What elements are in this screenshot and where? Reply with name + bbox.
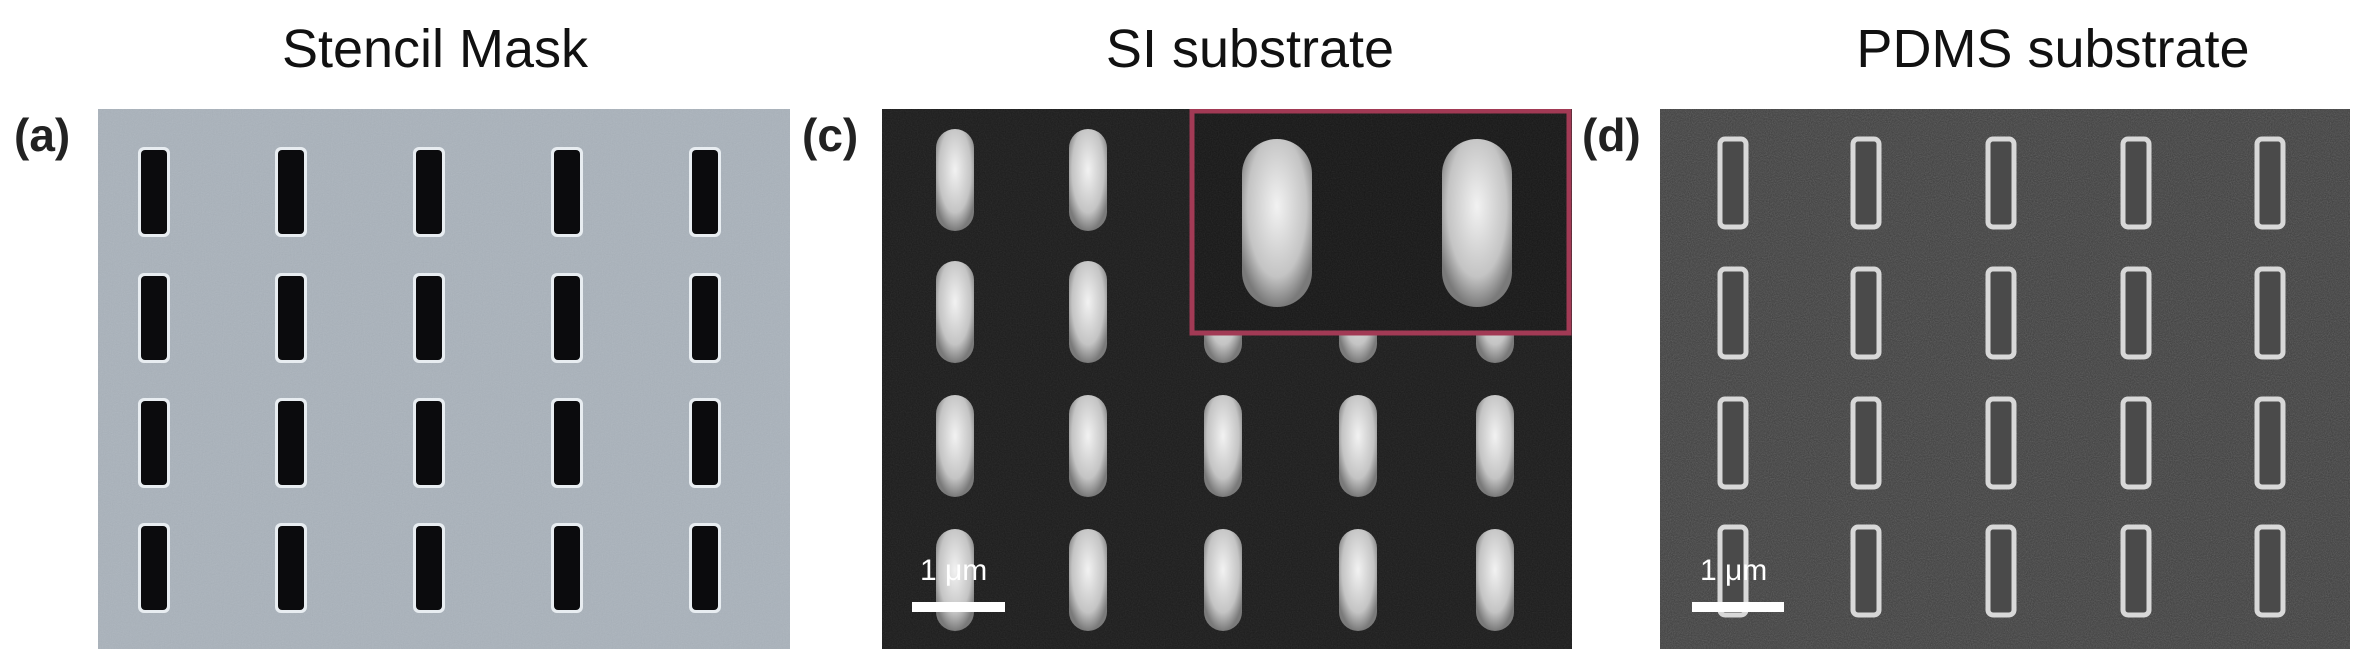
pdms-feature: [2120, 524, 2152, 618]
si-feature: [1069, 529, 1107, 631]
zoom-inset: [1189, 109, 1572, 336]
panel-label-a: (a): [14, 109, 71, 161]
si-feature: [1204, 395, 1242, 497]
stencil-hole: [413, 147, 445, 237]
stencil-hole: [689, 398, 721, 488]
pdms-feature: [2254, 524, 2286, 618]
panel-a-stencil-mask-image: [98, 109, 790, 649]
stencil-hole: [275, 147, 307, 237]
title-stencil-mask: Stencil Mask: [281, 19, 589, 79]
pdms-feature: [1850, 524, 1882, 618]
pdms-feature: [1985, 524, 2017, 618]
stencil-hole: [551, 523, 583, 613]
si-feature: [1339, 529, 1377, 631]
pdms-feature: [1985, 136, 2017, 230]
pdms-feature: [1717, 524, 1749, 618]
si-feature: [1069, 261, 1107, 363]
stencil-hole: [689, 523, 721, 613]
pdms-feature: [2120, 396, 2152, 490]
si-feature: [1476, 395, 1514, 497]
stencil-hole: [138, 398, 170, 488]
pdms-feature: [1850, 266, 1882, 360]
stencil-hole: [138, 523, 170, 613]
pdms-feature: [1850, 136, 1882, 230]
si-substrate-micrograph: [882, 109, 1572, 649]
si-feature: [936, 261, 974, 363]
pdms-feature: [1717, 396, 1749, 490]
pdms-feature: [1717, 136, 1749, 230]
pdms-feature: [2120, 136, 2152, 230]
si-feature: [936, 395, 974, 497]
pdms-feature: [1985, 396, 2017, 490]
inset-border: [1189, 109, 1572, 336]
pdms-feature: [1850, 396, 1882, 490]
si-feature: [1339, 395, 1377, 497]
scale-label-d: 1 μm: [1700, 554, 1768, 587]
si-feature: [1069, 129, 1107, 231]
panel-label-d: (d): [1582, 109, 1641, 161]
si-feature: [1069, 395, 1107, 497]
si-feature: [1204, 529, 1242, 631]
stencil-hole: [551, 273, 583, 363]
si-feature: [1476, 529, 1514, 631]
stencil-hole: [551, 398, 583, 488]
inset-feature: [1442, 139, 1512, 307]
panel-label-c: (c): [802, 109, 859, 161]
pdms-feature: [2254, 136, 2286, 230]
pdms-feature: [2254, 396, 2286, 490]
title-si-substrate: SI substrate: [1105, 19, 1395, 79]
pdms-substrate-micrograph: [1660, 109, 2350, 649]
stencil-hole: [138, 273, 170, 363]
stencil-hole: [413, 273, 445, 363]
stencil-hole: [551, 147, 583, 237]
title-pdms-substrate: PDMS substrate: [1856, 19, 2250, 79]
stencil-hole: [413, 523, 445, 613]
stencil-mask-micrograph: [98, 109, 790, 649]
stencil-hole: [689, 273, 721, 363]
stencil-hole: [275, 398, 307, 488]
stencil-hole: [413, 398, 445, 488]
inset-feature: [1242, 139, 1312, 307]
pdms-feature: [1717, 266, 1749, 360]
scale-label-c: 1 μm: [920, 554, 988, 587]
pdms-feature: [1985, 266, 2017, 360]
stencil-hole: [138, 147, 170, 237]
stencil-hole: [689, 147, 721, 237]
scale-bar-line-c: [912, 602, 1005, 612]
stencil-hole: [275, 273, 307, 363]
panel-c-si-substrate-image: 1 μm: [882, 109, 1572, 649]
scale-bar-line-d: [1692, 602, 1784, 612]
panel-d-pdms-substrate-image: 1 μm: [1660, 109, 2350, 649]
pdms-feature: [2254, 266, 2286, 360]
pdms-feature: [2120, 266, 2152, 360]
si-feature: [936, 129, 974, 231]
stencil-hole: [275, 523, 307, 613]
